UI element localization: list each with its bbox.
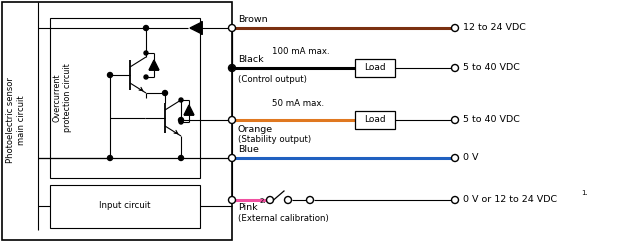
Text: 100 mA max.: 100 mA max. (272, 47, 330, 57)
Text: (Control output): (Control output) (238, 76, 307, 84)
Text: Blue: Blue (238, 144, 259, 154)
Circle shape (144, 51, 148, 55)
Bar (50, 185, 200, 228)
Circle shape (229, 154, 235, 162)
Bar (2, 2, 232, 240)
Circle shape (179, 98, 183, 102)
Circle shape (284, 197, 291, 203)
Circle shape (107, 155, 112, 160)
Bar (50, 18, 200, 178)
Text: 2.: 2. (260, 198, 266, 204)
Text: 0 V: 0 V (463, 154, 479, 163)
Circle shape (451, 64, 458, 72)
Circle shape (229, 25, 235, 31)
Text: Load: Load (364, 63, 386, 73)
Text: 0 V or 12 to 24 VDC: 0 V or 12 to 24 VDC (463, 196, 557, 204)
Circle shape (107, 73, 112, 77)
Text: 50 mA max.: 50 mA max. (272, 99, 324, 108)
Text: Input circuit: Input circuit (99, 201, 151, 211)
Bar (355, 59, 395, 77)
Circle shape (451, 154, 458, 162)
Text: Brown: Brown (238, 15, 268, 25)
Text: (Stability output): (Stability output) (238, 135, 311, 143)
Circle shape (229, 117, 235, 123)
Circle shape (451, 117, 458, 123)
Text: Pink: Pink (238, 203, 258, 213)
Text: 1.: 1. (581, 190, 587, 196)
Circle shape (451, 25, 458, 31)
Text: Black: Black (238, 56, 264, 64)
Polygon shape (149, 60, 159, 70)
Circle shape (230, 65, 235, 71)
Circle shape (229, 197, 235, 203)
Circle shape (179, 120, 183, 124)
Circle shape (144, 75, 148, 79)
Circle shape (143, 26, 148, 31)
Text: 12 to 24 VDC: 12 to 24 VDC (463, 24, 526, 32)
Text: 5 to 40 VDC: 5 to 40 VDC (463, 63, 520, 73)
Circle shape (178, 118, 183, 123)
Circle shape (307, 197, 314, 203)
Circle shape (266, 197, 273, 203)
Text: 5 to 40 VDC: 5 to 40 VDC (463, 116, 520, 124)
Polygon shape (184, 105, 194, 115)
Text: Orange: Orange (238, 124, 273, 134)
Circle shape (229, 64, 235, 72)
Circle shape (451, 197, 458, 203)
Polygon shape (190, 22, 202, 34)
Text: Photoelectric sensor
main circuit: Photoelectric sensor main circuit (6, 77, 25, 163)
Circle shape (163, 91, 168, 95)
Circle shape (178, 155, 183, 160)
Text: Overcurrent
protection circuit: Overcurrent protection circuit (52, 64, 71, 132)
Text: Load: Load (364, 116, 386, 124)
Text: (External calibration): (External calibration) (238, 214, 329, 222)
Bar (355, 111, 395, 129)
